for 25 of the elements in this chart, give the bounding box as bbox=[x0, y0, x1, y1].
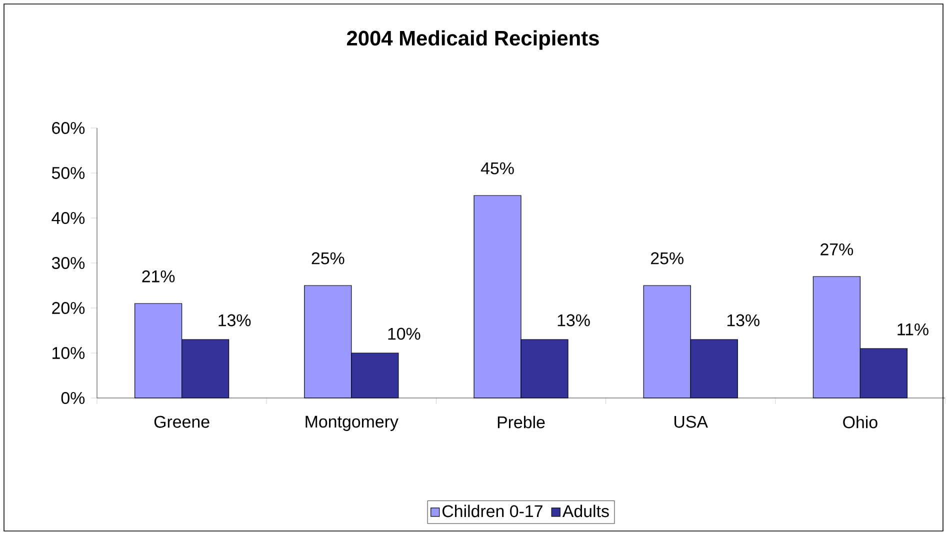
data-label: 45% bbox=[480, 162, 514, 174]
x-tick-label: Preble bbox=[498, 416, 545, 428]
data-label: 25% bbox=[312, 252, 344, 264]
y-tick-label: 30% bbox=[52, 256, 85, 269]
data-label: 25% bbox=[651, 252, 684, 264]
x-tick-label: USA bbox=[674, 416, 708, 428]
x-tick-label: Ohio bbox=[843, 416, 878, 428]
data-label: 10% bbox=[388, 328, 420, 340]
data-label: 13% bbox=[558, 314, 590, 326]
legend-label: Adults bbox=[562, 504, 609, 518]
chart-title: 2004 Medicaid Recipients bbox=[346, 30, 599, 50]
y-tick-label: 60% bbox=[52, 122, 85, 134]
legend-label: Children 0-17 bbox=[442, 504, 542, 518]
data-label: 21% bbox=[142, 270, 175, 282]
data-label: 13% bbox=[218, 314, 251, 326]
y-tick-label: 40% bbox=[52, 212, 85, 224]
y-tick-label: 10% bbox=[52, 346, 85, 359]
data-label: 11% bbox=[898, 323, 928, 336]
y-tick-label: 50% bbox=[52, 166, 85, 179]
data-label: 13% bbox=[727, 314, 760, 326]
y-tick-label: 20% bbox=[52, 302, 85, 314]
data-label: 27% bbox=[820, 243, 854, 256]
x-tick-label: Montgomery bbox=[306, 416, 398, 431]
x-tick-label: Greene bbox=[154, 416, 210, 428]
y-tick-label: 0% bbox=[61, 392, 85, 404]
